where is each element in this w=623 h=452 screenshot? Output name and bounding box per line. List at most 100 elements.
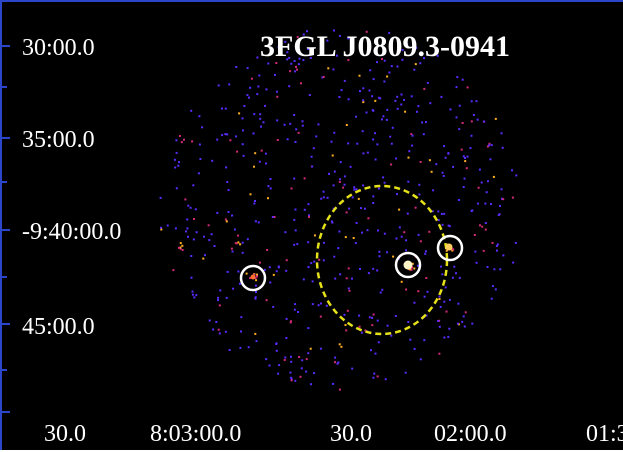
photon-event: [383, 181, 386, 184]
photon-event: [339, 273, 342, 276]
ra-label-1: 30.0: [44, 421, 86, 447]
photon-event: [326, 39, 329, 42]
photon-event: [364, 329, 367, 332]
photon-event: [458, 128, 461, 131]
photon-event: [303, 208, 306, 211]
photon-event: [257, 85, 260, 88]
photon-event: [313, 260, 316, 263]
photon-event: [255, 340, 258, 343]
photon-event: [235, 66, 238, 68]
photon-event: [308, 94, 311, 96]
photon-event: [363, 207, 366, 210]
photon-event: [360, 207, 362, 210]
photon-event: [294, 229, 297, 232]
photon-event: [487, 180, 489, 183]
photon-event: [423, 295, 426, 298]
photon-event: [258, 261, 261, 264]
photon-event: [294, 141, 297, 143]
photon-event: [466, 86, 469, 89]
photon-event: [347, 267, 350, 270]
photon-event: [359, 90, 361, 93]
photon-event: [263, 268, 266, 271]
photon-event: [249, 86, 252, 89]
photon-event: [208, 319, 211, 322]
photon-event: [372, 267, 375, 270]
photon-event: [419, 240, 422, 243]
ra-label-4: 02:00.0: [434, 421, 507, 447]
photon-event: [358, 314, 361, 317]
photon-event: [470, 100, 473, 103]
photon-event: [256, 93, 259, 96]
photon-event: [377, 187, 380, 190]
photon-event: [405, 239, 408, 242]
photon-event: [362, 101, 365, 104]
photon-event: [448, 225, 451, 228]
photon-event: [514, 241, 517, 244]
photon-event: [177, 164, 180, 167]
photon-event: [406, 43, 409, 46]
photon-event: [424, 250, 427, 253]
photon-event: [307, 241, 310, 244]
photon-event: [365, 30, 368, 33]
photon-event: [308, 214, 310, 217]
photon-event: [396, 95, 399, 98]
photon-event: [360, 331, 363, 334]
photon-event: [411, 134, 414, 137]
photon-event: [439, 305, 442, 308]
photon-event: [428, 230, 431, 233]
photon-event: [256, 273, 258, 276]
photon-event: [390, 65, 393, 68]
photon-event: [254, 220, 257, 223]
photon-event: [349, 165, 352, 168]
photon-event: [343, 313, 346, 316]
photon-event: [410, 133, 413, 136]
photon-event: [307, 327, 310, 330]
photon-event: [376, 375, 379, 378]
photon-event: [318, 258, 321, 261]
photon-event: [237, 270, 240, 273]
photon-event: [260, 149, 263, 152]
photon-event: [302, 33, 305, 36]
photon-event: [307, 203, 310, 206]
source-title: 3FGL J0809.3-0941: [260, 30, 511, 63]
photon-event: [409, 338, 412, 341]
photon-event: [179, 247, 182, 250]
photon-event: [241, 251, 244, 254]
photon-event: [340, 89, 343, 92]
photon-event: [374, 352, 377, 355]
photon-event: [419, 358, 422, 361]
photon-event: [361, 130, 364, 133]
photon-event: [264, 152, 267, 155]
photon-event: [367, 217, 370, 220]
photon-event: [235, 135, 238, 138]
photon-event: [445, 310, 448, 313]
photon-event: [333, 255, 336, 258]
photon-event: [481, 225, 484, 228]
photon-event: [278, 364, 281, 367]
photon-event: [373, 372, 376, 375]
photon-event: [480, 181, 483, 184]
photon-event: [422, 133, 425, 136]
bright-source-left: [250, 274, 256, 280]
photon-event: [293, 114, 296, 116]
photon-event: [423, 339, 426, 342]
photon-event: [423, 87, 426, 90]
photon-event: [293, 218, 296, 221]
photon-event: [390, 142, 393, 145]
photon-event: [441, 223, 444, 226]
photon-event: [218, 304, 221, 307]
photon-event: [247, 346, 250, 349]
photon-event: [477, 202, 479, 205]
photon-event: [302, 278, 305, 281]
photon-event: [485, 191, 488, 194]
photon-event: [226, 181, 229, 183]
photon-event: [413, 347, 416, 350]
photon-event: [471, 322, 474, 325]
photon-event: [417, 290, 420, 293]
photon-event: [372, 109, 375, 112]
photon-event: [275, 90, 278, 93]
photon-event: [314, 234, 316, 237]
photon-event: [241, 241, 244, 244]
photon-event: [293, 60, 296, 62]
